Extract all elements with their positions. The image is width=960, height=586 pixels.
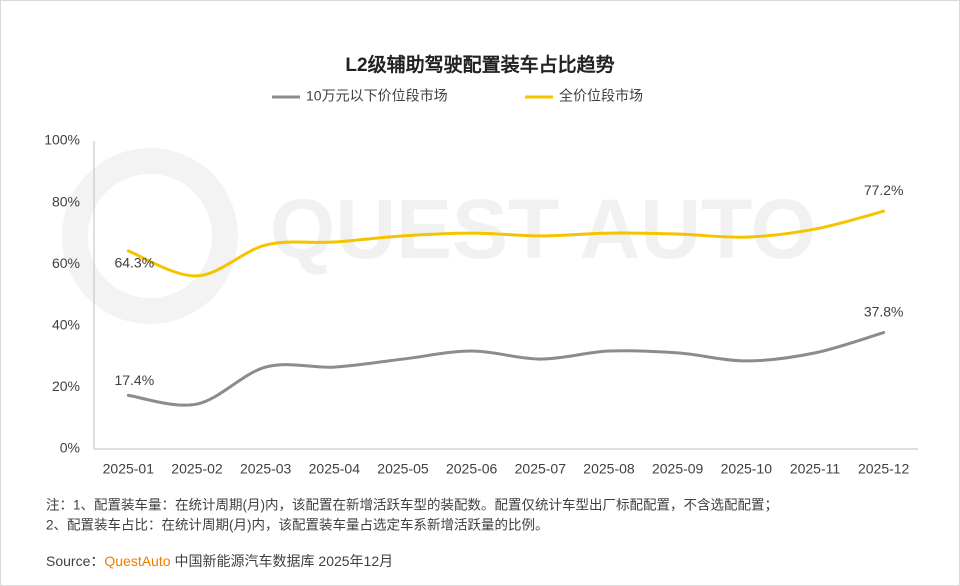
x-tick-label: 2025-11 (790, 461, 841, 477)
y-tick-label: 0% (60, 440, 80, 456)
x-tick-label: 2025-09 (652, 461, 704, 477)
y-tick-label: 20% (52, 378, 80, 394)
source-label: Source： (46, 553, 104, 569)
y-tick-label: 80% (52, 193, 80, 209)
data-label: 17.4% (114, 372, 154, 388)
x-tick-label: 2025-10 (721, 461, 773, 477)
data-label: 37.8% (864, 303, 904, 319)
chart-title: L2级辅助驾驶配置装车占比趋势 (345, 53, 614, 76)
series-line (126, 209, 886, 278)
x-tick-label: 2025-05 (377, 461, 429, 477)
watermark-logo (62, 148, 238, 324)
x-tick-label: 2025-02 (171, 461, 223, 477)
y-tick-label: 100% (44, 132, 80, 148)
x-tick-label: 2025-04 (309, 461, 361, 477)
note: 2、配置装车占比：在统计周期(月)内，该配置装车量占选定车系新增活跃量的比例。 (46, 517, 549, 533)
y-tick-label: 40% (52, 317, 80, 333)
legend-label: 10万元以下价位段市场 (306, 88, 448, 104)
x-tick-label: 2025-06 (446, 461, 498, 477)
legend-label: 全价位段市场 (559, 88, 643, 104)
note: 注：1、配置装车量：在统计周期(月)内，该配置在新增活跃车型的装配数。配置仅统计… (46, 497, 778, 514)
x-tick-label: 2025-12 (858, 461, 910, 477)
series-line (126, 331, 886, 407)
source-text: 中国新能源汽车数据库 2025年12月 (175, 553, 394, 569)
x-tick-label: 2025-01 (103, 461, 155, 477)
watermark: QUEST AUTO (270, 182, 816, 276)
data-label: 64.3% (114, 255, 154, 271)
data-label: 77.2% (864, 182, 904, 198)
source: Source：QuestAuto 中国新能源汽车数据库 2025年12月 (46, 553, 393, 569)
x-tick-label: 2025-07 (515, 461, 567, 477)
x-tick-label: 2025-03 (240, 461, 292, 477)
y-tick-label: 60% (52, 255, 80, 271)
x-tick-label: 2025-08 (583, 461, 635, 477)
source-brand: QuestAuto (104, 553, 170, 569)
